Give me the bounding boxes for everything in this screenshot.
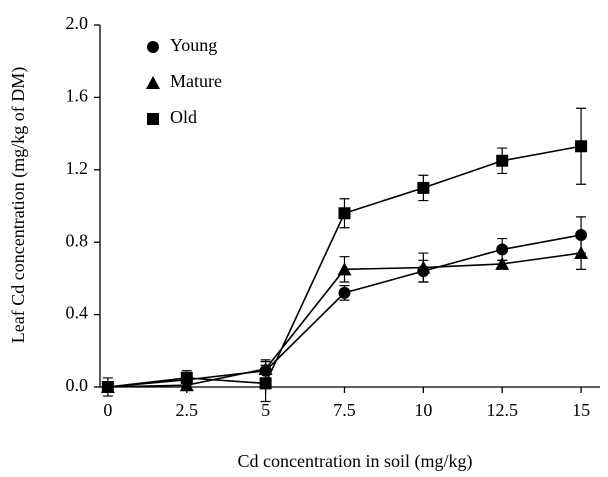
legend-label: Old	[170, 107, 197, 127]
marker	[180, 371, 193, 384]
marker	[496, 154, 509, 167]
x-tick-label: 10	[414, 400, 432, 420]
y-tick-label: 2.0	[66, 13, 89, 33]
marker	[496, 243, 509, 256]
y-tick-label: 1.6	[66, 86, 89, 106]
marker	[416, 260, 431, 274]
y-tick-label: 0.0	[66, 375, 89, 395]
marker	[337, 262, 352, 276]
x-tick-label: 12.5	[486, 400, 518, 420]
legend-label: Young	[170, 35, 217, 55]
marker	[575, 228, 588, 241]
x-axis-label: Cd concentration in soil (mg/kg)	[238, 451, 473, 472]
x-tick-label: 2.5	[176, 400, 199, 420]
x-tick-label: 7.5	[333, 400, 356, 420]
y-tick-label: 1.2	[66, 158, 89, 178]
marker	[338, 207, 351, 220]
legend-marker	[146, 76, 160, 89]
marker	[259, 377, 272, 390]
marker	[574, 246, 589, 260]
legend-marker	[147, 41, 159, 53]
legend-marker	[147, 113, 159, 125]
marker	[575, 140, 588, 153]
x-tick-label: 15	[572, 400, 590, 420]
marker	[417, 181, 430, 194]
y-axis-label: Leaf Cd concentration (mg/kg of DM)	[8, 67, 29, 343]
y-tick-label: 0.8	[66, 230, 89, 250]
x-tick-label: 5	[261, 400, 270, 420]
marker	[338, 286, 351, 299]
marker	[101, 381, 114, 393]
marker	[495, 256, 510, 270]
legend-label: Mature	[170, 71, 222, 91]
x-tick-label: 0	[103, 400, 112, 420]
y-tick-label: 0.4	[66, 303, 89, 323]
